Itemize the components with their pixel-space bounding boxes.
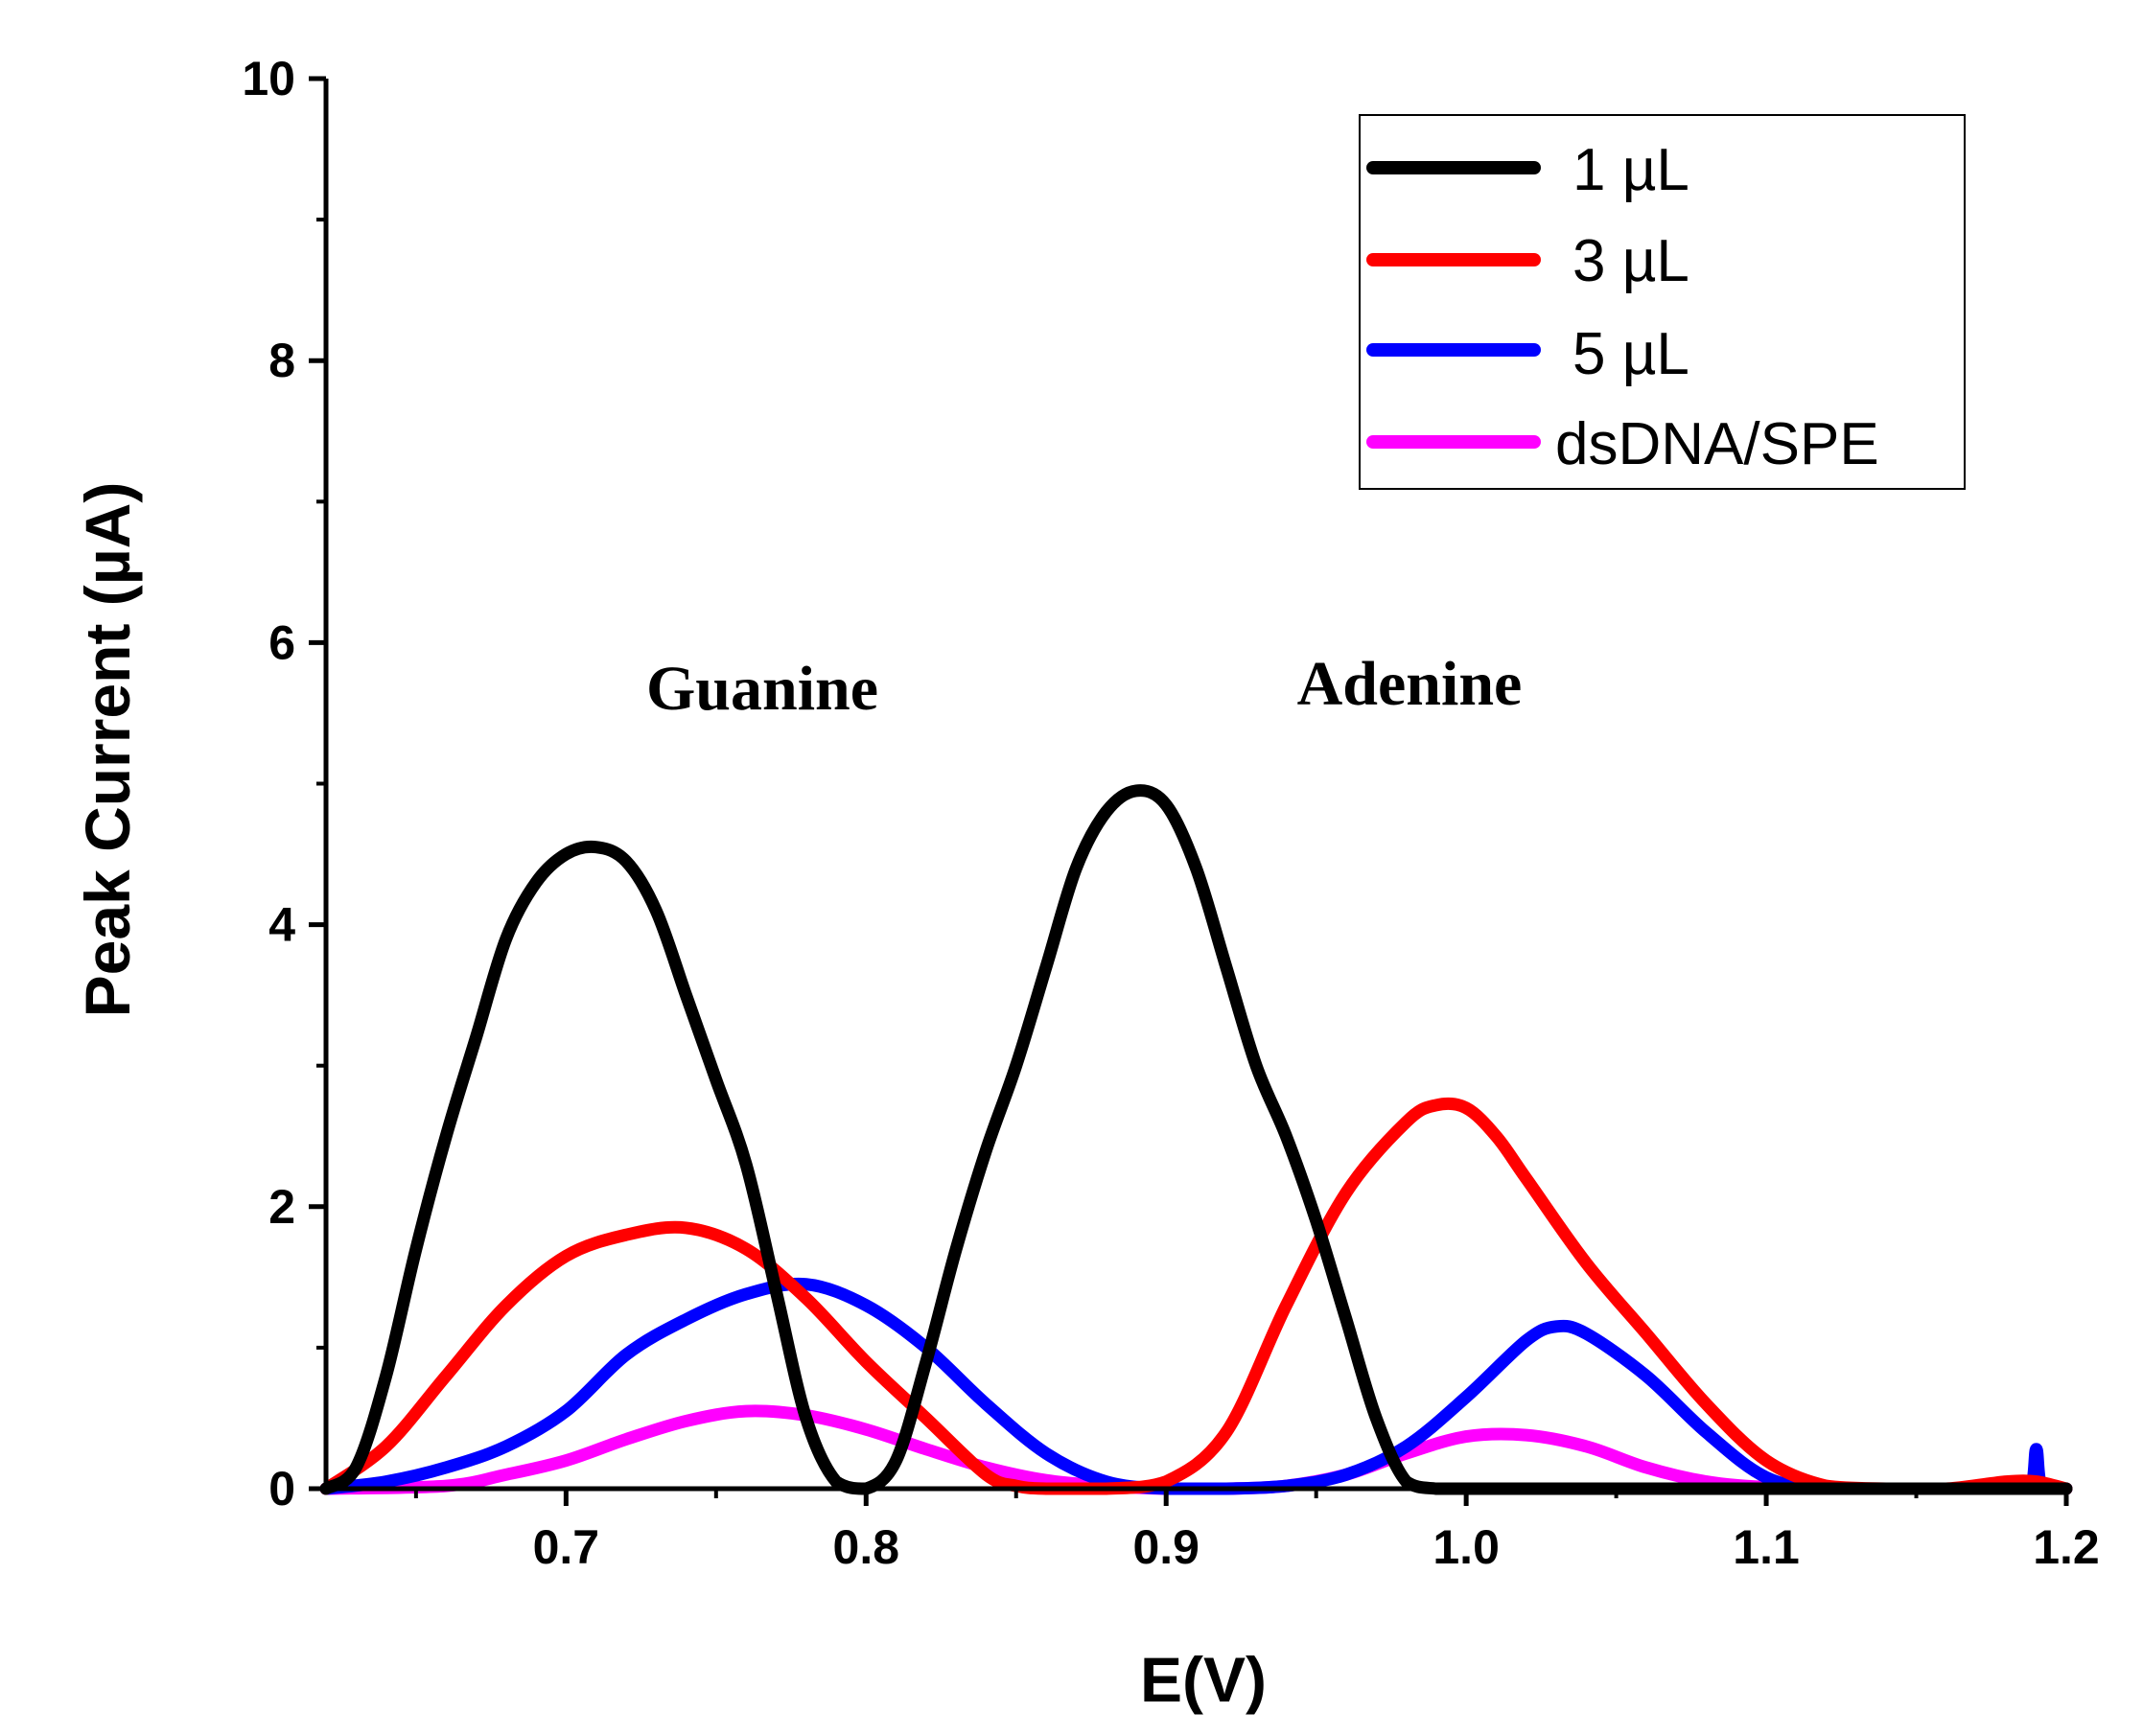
legend-label-3ul: 3 µL — [1572, 228, 1689, 294]
legend-label-1ul: 1 µL — [1572, 137, 1689, 203]
y-tick-label-2: 2 — [268, 1180, 295, 1234]
annotation-guanine: Guanine — [646, 654, 878, 724]
x-tick-label-0-7: 0.7 — [533, 1520, 600, 1574]
x-tick-label-0-8: 0.8 — [833, 1520, 900, 1574]
legend-label-dsdna-spe: dsDNA/SPE — [1555, 411, 1879, 477]
x-tick-label-1: 1.0 — [1433, 1520, 1500, 1574]
x-axis-title: E(V) — [1140, 1644, 1267, 1715]
x-tick-label-1-1: 1.1 — [1733, 1520, 1800, 1574]
axes: 0.7 0.8 0.9 1.0 1.1 1.2 0 2 4 6 8 10 — [242, 52, 2099, 1574]
y-axis-title: Peak Current (µA) — [72, 482, 143, 1018]
y-tick-label-8: 8 — [268, 334, 295, 387]
y-ticks: 0 2 4 6 8 10 — [242, 52, 326, 1516]
series-line-3ul — [319, 1097, 2073, 1495]
plot-lines — [319, 784, 2073, 1495]
x-tick-label-1-2: 1.2 — [2033, 1520, 2100, 1574]
y-tick-label-0: 0 — [268, 1462, 295, 1516]
x-ticks: 0.7 0.8 0.9 1.0 1.1 1.2 — [413, 1489, 2100, 1574]
legend-box — [1359, 114, 1966, 490]
legend: 1 µL 3 µL 5 µL dsDNA/SPE — [1359, 114, 1966, 490]
annotation-adenine: Adenine — [1297, 649, 1523, 719]
y-tick-label-4: 4 — [268, 898, 295, 952]
x-tick-label-0-9: 0.9 — [1132, 1520, 1200, 1574]
y-tick-label-6: 6 — [268, 615, 295, 669]
y-tick-label-10: 10 — [242, 52, 295, 105]
legend-label-5ul: 5 µL — [1572, 321, 1689, 387]
